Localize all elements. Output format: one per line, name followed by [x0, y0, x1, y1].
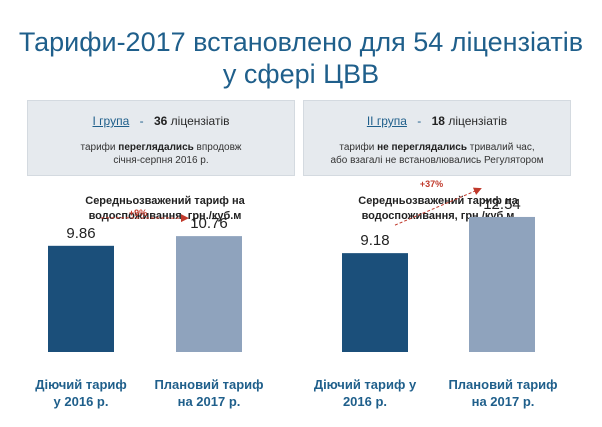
group-1-name: І група — [92, 114, 130, 128]
chart-2-bar-2 — [469, 216, 535, 352]
chart-2-category-1-line-2: 2016 р. — [342, 394, 388, 409]
chart-1-category-1-line-1: Діючий тариф — [35, 377, 127, 392]
chart-2-value-label-2: 12.54 — [483, 196, 521, 213]
chart-1-title-line-2: водоспоживання, грн./куб.м — [88, 210, 242, 222]
chart-1-bar-2 — [176, 236, 242, 352]
group-2-count-suffix: ліцензіатів — [448, 114, 508, 128]
group-1-desc-post: впродовж — [193, 142, 242, 153]
group-1-count: 36 — [153, 114, 168, 128]
chart-1-value-label-1: 9.86 — [66, 225, 95, 242]
group-1-description: тарифи переглядались впродовж січня-серп… — [28, 141, 294, 167]
chart-2-bar-1 — [342, 253, 408, 352]
group-2-desc-bold: не переглядались — [377, 142, 468, 153]
page-title: Тарифи-2017 встановлено для 54 ліцензіат… — [0, 26, 602, 90]
group-1-box: І група - 36 ліцензіатів тарифи перегляд… — [27, 100, 295, 176]
group-2-dash: - — [417, 114, 422, 128]
group-1-heading: І група - 36 ліцензіатів — [28, 114, 294, 128]
group-1-desc-bold: переглядались — [118, 142, 194, 153]
group-2-count: 18 — [431, 114, 445, 128]
group-2-name: ІІ група — [366, 114, 407, 128]
chart-1-category-2-line-2: на 2017 р. — [177, 394, 241, 409]
chart-2-change-label: +37% — [420, 179, 443, 189]
chart-2-category-2: Плановий тариф на 2017 р. — [433, 376, 573, 410]
chart-2-category-1-line-1: Діючий тариф у — [313, 377, 417, 392]
group-2-desc-post: тривалий час, — [467, 142, 535, 153]
chart-1-change-label: +9% — [129, 208, 147, 218]
group-1-dash: - — [139, 114, 144, 128]
chart-1-category-1-line-2: у 2016 р. — [53, 394, 109, 409]
group-2-desc-line-2: або взагалі не встановлювались Регулятор… — [330, 155, 544, 166]
chart-2-change-arrow — [394, 187, 482, 226]
group-2-box: ІІ група - 18 ліцензіатів тарифи не пере… — [303, 100, 571, 176]
group-1-desc-pre: тарифи — [80, 142, 119, 153]
group-1-desc-line-2: січня-серпня 2016 р. — [113, 155, 209, 166]
group-2-description: тарифи не переглядались тривалий час, аб… — [304, 141, 570, 167]
chart-1-title: Середньозважений тариф на водоспоживання… — [30, 194, 300, 224]
chart-2-title-line-1: Середньозважений тариф на — [358, 195, 518, 207]
chart-1-category-2: Плановий тариф на 2017 р. — [139, 376, 279, 410]
chart-2-value-label-1: 9.18 — [360, 232, 389, 249]
chart-1-title-line-1: Середньозважений тариф на — [85, 195, 245, 207]
chart-1-category-2-line-1: Плановий тариф — [154, 377, 264, 392]
chart-2-category-2-line-2: на 2017 р. — [471, 394, 535, 409]
page-title-line-1: Тарифи-2017 встановлено для 54 ліцензіат… — [18, 27, 584, 57]
chart-1-value-label-2: 10.76 — [190, 215, 228, 232]
page-title-line-2: у сфері ЦВВ — [222, 59, 380, 89]
group-2-heading: ІІ група - 18 ліцензіатів — [304, 114, 570, 128]
chart-2-category-2-line-1: Плановий тариф — [448, 377, 558, 392]
group-1-count-suffix: ліцензіатів — [170, 114, 230, 128]
chart-2-category-1: Діючий тариф у 2016 р. — [295, 376, 435, 410]
chart-1-category-1: Діючий тариф у 2016 р. — [11, 376, 151, 410]
group-2-desc-pre: тарифи — [339, 142, 378, 153]
chart-1-bar-1 — [48, 245, 114, 352]
